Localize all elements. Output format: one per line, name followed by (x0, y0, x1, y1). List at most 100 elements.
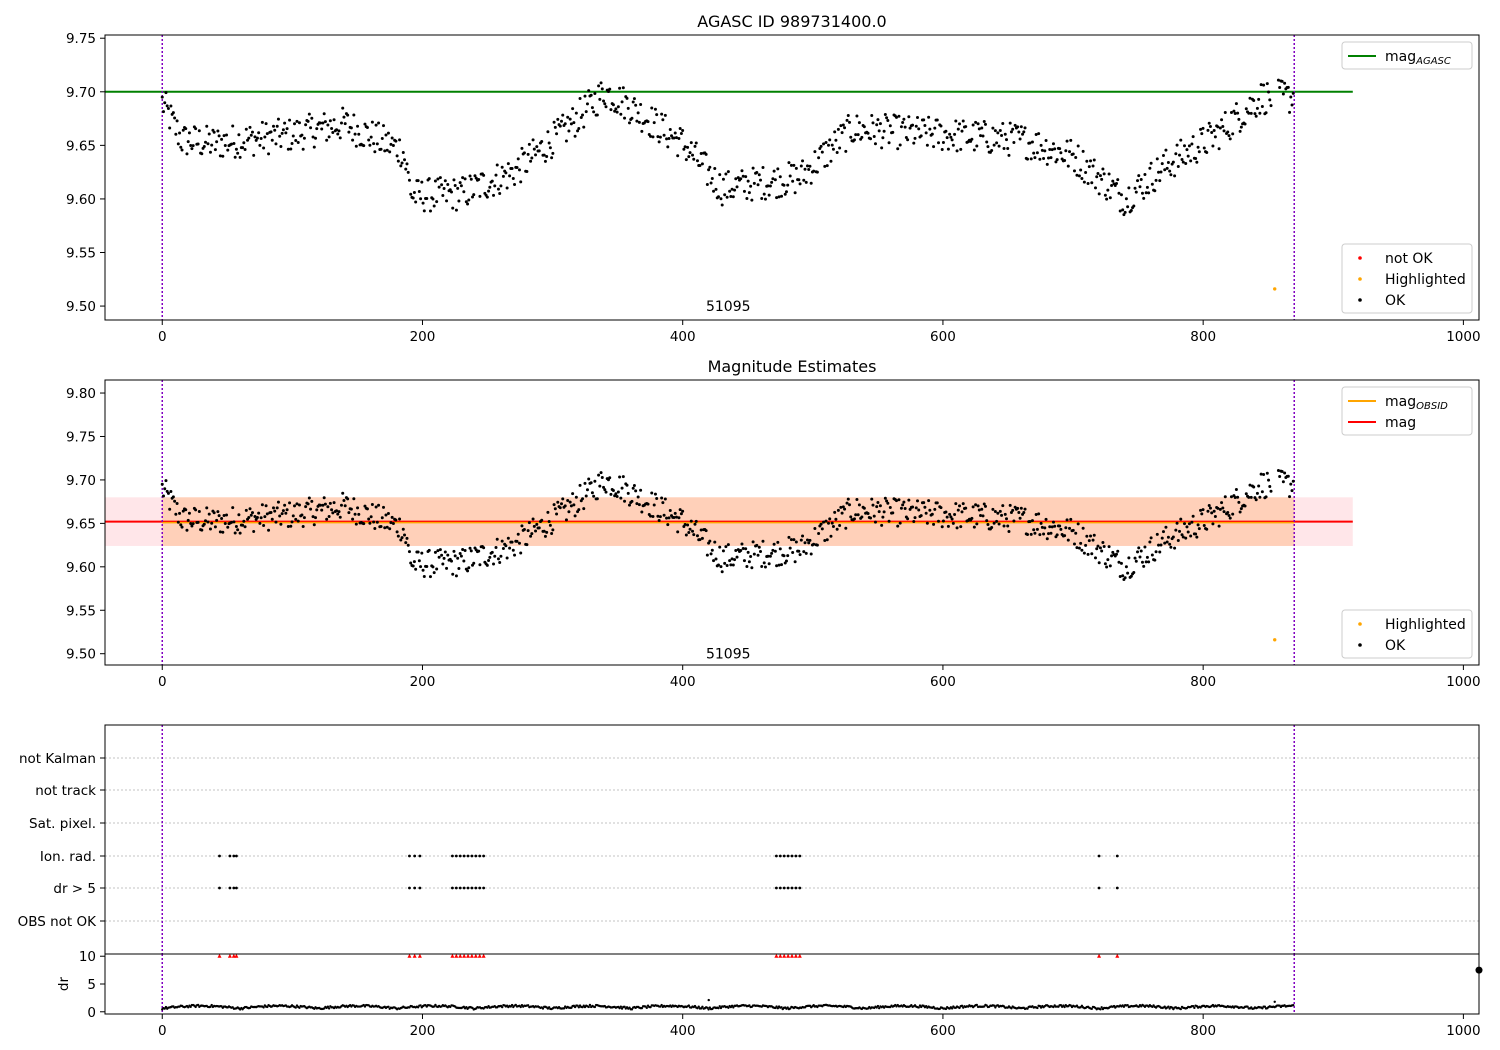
ok-point (568, 500, 572, 504)
ok-point (898, 143, 902, 147)
ok-point (255, 136, 259, 140)
ok-point (640, 510, 644, 514)
ok-point (1049, 156, 1053, 160)
y-tick-label: 9.50 (66, 299, 96, 315)
ok-point (804, 551, 808, 555)
panel-1-frame (104, 34, 1480, 321)
ok-point (760, 564, 764, 568)
legend-label: not OK (1385, 251, 1433, 267)
ok-point (367, 517, 371, 521)
ok-point (1200, 132, 1204, 136)
ok-point (663, 497, 667, 501)
ok-point (873, 142, 877, 146)
ok-point (1205, 527, 1209, 531)
ok-point (1018, 137, 1022, 141)
ok-point (379, 147, 383, 151)
ok-point (175, 119, 179, 123)
ok-point (1034, 513, 1038, 517)
ok-point (946, 524, 950, 528)
ok-point (776, 540, 780, 544)
ok-point (332, 118, 336, 122)
ok-point (902, 500, 906, 504)
x-tick-label: 1000 (1446, 1023, 1480, 1039)
ok-point (363, 122, 367, 126)
ok-point (839, 505, 843, 509)
ok-point (720, 203, 724, 207)
ok-point (684, 533, 688, 537)
ok-point (1290, 489, 1294, 493)
ok-point (449, 559, 453, 563)
ok-point (1185, 525, 1189, 529)
ok-point (630, 116, 634, 120)
ok-point (1259, 472, 1263, 476)
ok-point (745, 564, 749, 568)
ok-point (977, 127, 981, 131)
ok-point (437, 185, 441, 189)
dr-point (326, 1005, 330, 1008)
ok-point (964, 125, 968, 129)
ok-point (205, 506, 209, 510)
ok-point (1257, 484, 1261, 488)
ok-point (716, 195, 720, 199)
ok-point (343, 122, 347, 126)
ok-point (173, 116, 177, 120)
ok-point (1034, 132, 1038, 136)
ok-point (798, 182, 802, 186)
ok-point (1165, 540, 1169, 544)
ok-point (414, 200, 418, 204)
ok-point (300, 133, 304, 137)
ok-point (609, 108, 613, 112)
flag-point (786, 886, 790, 890)
ok-point (581, 497, 585, 501)
ok-point (1017, 511, 1021, 515)
ok-point (828, 517, 832, 521)
ok-point (747, 560, 751, 564)
flag-label: Sat. pixel. (29, 816, 96, 832)
dr-point (707, 998, 710, 1002)
ok-point (482, 546, 486, 550)
ok-point (420, 551, 424, 555)
ok-point (1085, 159, 1089, 163)
ok-point (686, 523, 690, 527)
ok-point (657, 140, 661, 144)
ok-point (1217, 524, 1221, 528)
ok-point (815, 170, 819, 174)
ok-point (1212, 509, 1216, 513)
ok-point (709, 181, 713, 185)
ok-point (1063, 158, 1067, 162)
flag-point (451, 854, 454, 858)
ok-point (676, 530, 680, 534)
dr-point (387, 1005, 390, 1009)
ok-point (623, 116, 627, 120)
ok-point (803, 541, 807, 545)
ok-point (449, 190, 453, 194)
ok-point (1007, 530, 1011, 534)
ok-point (200, 152, 204, 156)
ok-point (780, 563, 784, 567)
ok-point (819, 144, 823, 148)
ok-point (380, 136, 384, 140)
flag-point (466, 854, 470, 858)
ok-point (1148, 540, 1152, 544)
ok-point (530, 532, 534, 536)
ok-point (848, 503, 852, 507)
ok-point (768, 184, 772, 188)
ok-point (163, 487, 167, 491)
ok-point (1179, 138, 1183, 142)
ok-point (1030, 140, 1034, 144)
ok-point (667, 516, 671, 520)
ok-point (459, 554, 463, 558)
ok-point (377, 121, 381, 125)
y-tick-label: 9.55 (66, 246, 96, 262)
ok-point (197, 510, 201, 514)
ok-point (320, 508, 324, 512)
ok-point (234, 525, 238, 529)
flag-point (474, 854, 478, 858)
ok-point (818, 147, 822, 151)
ok-point (1091, 538, 1095, 542)
ok-point (793, 191, 797, 195)
outlier-marker (782, 953, 787, 958)
ok-point (525, 543, 529, 547)
ok-point (631, 486, 635, 490)
ok-point (1213, 514, 1217, 518)
